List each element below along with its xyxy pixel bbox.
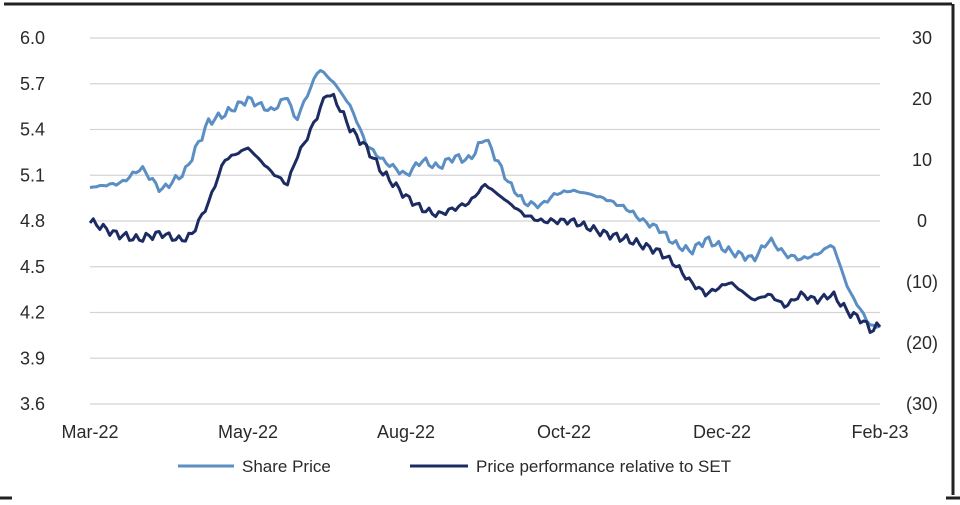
x-tick-label: Dec-22 bbox=[693, 422, 751, 442]
legend: Share Price Price performance relative t… bbox=[178, 457, 731, 476]
left-tick-label: 4.5 bbox=[20, 257, 45, 277]
left-tick-label: 4.8 bbox=[20, 211, 45, 231]
gridlines bbox=[90, 37, 880, 405]
legend-label-share-price: Share Price bbox=[242, 457, 331, 476]
x-tick-label: Mar-22 bbox=[61, 422, 118, 442]
left-tick-label: 5.1 bbox=[20, 165, 45, 185]
right-tick-label: 30 bbox=[912, 28, 932, 48]
left-axis: 6.0 5.7 5.4 5.1 4.8 4.5 4.2 3.9 3.6 bbox=[20, 28, 45, 414]
left-tick-label: 3.6 bbox=[20, 394, 45, 414]
right-tick-label: 0 bbox=[917, 211, 927, 231]
x-tick-label: Aug-22 bbox=[377, 422, 435, 442]
x-tick-label: May-22 bbox=[218, 422, 278, 442]
x-axis: Mar-22 May-22 Aug-22 Oct-22 Dec-22 Feb-23 bbox=[61, 422, 908, 442]
left-tick-label: 5.7 bbox=[20, 74, 45, 94]
series-line-share-price bbox=[89, 69, 881, 329]
left-tick-label: 6.0 bbox=[20, 28, 45, 48]
right-tick-label: (10) bbox=[906, 272, 938, 292]
right-tick-label: (20) bbox=[906, 333, 938, 353]
left-tick-label: 5.4 bbox=[20, 120, 45, 140]
left-tick-label: 4.2 bbox=[20, 303, 45, 323]
right-tick-label: 20 bbox=[912, 89, 932, 109]
x-tick-label: Oct-22 bbox=[537, 422, 591, 442]
series-lines bbox=[88, 69, 882, 334]
series-line-relative-to-set bbox=[88, 92, 882, 334]
left-tick-label: 3.9 bbox=[20, 348, 45, 368]
x-tick-label: Feb-23 bbox=[851, 422, 908, 442]
right-axis: 30 20 10 0 (10) (20) (30) bbox=[906, 28, 938, 414]
right-tick-label: (30) bbox=[906, 394, 938, 414]
right-tick-label: 10 bbox=[912, 150, 932, 170]
legend-label-relative-to-set: Price performance relative to SET bbox=[476, 457, 731, 476]
